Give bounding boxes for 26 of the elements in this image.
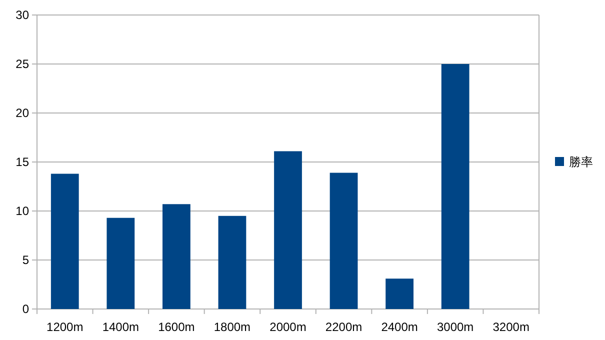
y-tick-label: 30	[16, 8, 30, 22]
x-tick-label: 3200m	[492, 320, 530, 334]
x-tick-label: 2400m	[381, 320, 418, 334]
y-tick-label: 20	[16, 106, 30, 120]
y-tick-label: 5	[22, 253, 30, 267]
legend-item: 勝率	[555, 155, 593, 169]
bar	[50, 174, 79, 309]
y-tick-label: 0	[22, 302, 30, 316]
x-tick-label: 3000m	[436, 320, 474, 334]
y-tick-label: 25	[16, 57, 30, 71]
legend-label: 勝率	[569, 155, 593, 169]
bar	[330, 172, 358, 309]
x-tick-label: 1200m	[46, 320, 84, 334]
x-tick-label: 2200m	[325, 320, 362, 334]
x-tick-label: 1400m	[102, 320, 140, 334]
bar	[106, 218, 135, 309]
x-tick-label: 2000m	[270, 320, 306, 334]
bar	[386, 278, 414, 309]
bar	[274, 151, 302, 309]
x-tick-label: 1800m	[214, 320, 251, 334]
y-tick-label: 15	[16, 155, 30, 169]
bar	[218, 216, 246, 309]
y-tick-label: 10	[16, 204, 30, 218]
x-tick-label: 1600m	[158, 320, 195, 334]
bar	[441, 64, 470, 309]
bar	[162, 204, 190, 309]
